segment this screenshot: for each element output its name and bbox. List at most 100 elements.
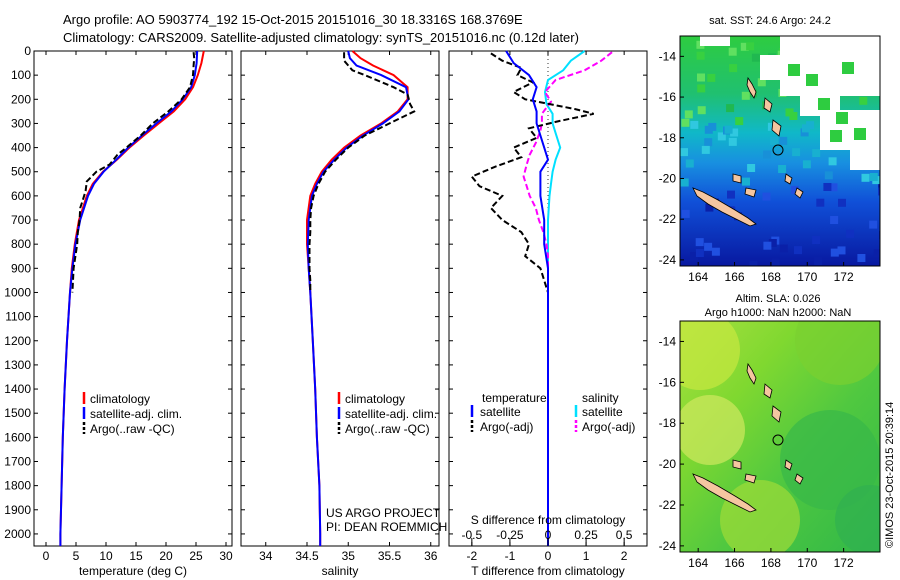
y-tick-label: 500	[11, 165, 31, 179]
sst-pixel	[746, 42, 755, 51]
sla-map-axes: 164 166 168 170 172 -14 -16 -18 -20 -22 -24	[659, 334, 854, 570]
sst-pixel	[763, 241, 772, 250]
sst-pixel	[846, 229, 855, 238]
sst-pixel	[767, 122, 776, 131]
sst-pixel	[762, 192, 771, 201]
map-x-tick-label: 170	[797, 270, 817, 284]
legend-label-temp-argo: Argo(-adj)	[480, 420, 533, 434]
top-x-tick-label: 0.25	[574, 528, 598, 542]
salinity-plot: 34 34.5 35 35.5 36	[241, 50, 439, 563]
sst-pixel	[802, 160, 811, 169]
sst-pixel	[697, 84, 706, 93]
map-x-tick-label: 168	[761, 270, 781, 284]
sst-pixel	[680, 148, 688, 157]
sst-pixel	[869, 220, 878, 229]
sst-pixel	[869, 173, 878, 181]
sst-pixel	[842, 62, 854, 74]
sst-pixel	[681, 209, 690, 218]
y-tick-label: 100	[11, 68, 31, 82]
sst-pixel	[838, 198, 846, 207]
x-tick-label: 0	[43, 549, 50, 563]
legend-label-sal-satellite: satellite	[582, 405, 623, 419]
map-x-tick-label: 166	[725, 556, 745, 570]
new-caledonia-land	[692, 473, 757, 513]
map-y-tick-label: -16	[659, 375, 677, 389]
sst-pixel	[711, 247, 720, 256]
sst-pixel	[747, 164, 756, 172]
x-tick-label: 36	[424, 549, 438, 563]
vanuatu-island	[784, 459, 793, 471]
sst-pixel	[818, 98, 830, 110]
sst-pixel	[806, 74, 818, 86]
sst-pixel	[857, 254, 866, 262]
sla-anomaly	[720, 480, 800, 552]
sst-pixel	[704, 242, 713, 251]
y-tick-label: 1700	[4, 454, 31, 468]
y-tick-label: 1000	[4, 285, 31, 299]
y-tick-label: 1800	[4, 479, 31, 493]
y-tick-label: 1900	[4, 503, 31, 517]
sst-pixel	[878, 187, 880, 196]
difference-top-ticks: -0.5 -0.25 0 0.25 0.5	[462, 528, 633, 546]
sst-pixel	[878, 182, 880, 191]
series-argo-temperature	[470, 52, 594, 293]
y-tick-label: 600	[11, 189, 31, 203]
sst-map	[680, 36, 880, 266]
cloud-gap	[700, 36, 730, 46]
vanuatu-island	[794, 187, 804, 199]
x-tick-label: 0	[545, 549, 552, 563]
x-tick-label: 10	[99, 549, 113, 563]
sst-pixel	[768, 239, 777, 247]
x-tick-label: 30	[219, 549, 233, 563]
imos-credit: ©IMOS 23-Oct-2015 20:39:14	[884, 402, 896, 548]
sst-pixel	[785, 108, 794, 117]
difference-plot: -2 -1 0 1 2	[449, 50, 647, 563]
sst-pixel	[695, 249, 704, 257]
sst-pixel	[792, 148, 801, 157]
map-y-tick-label: -22	[659, 212, 677, 226]
sst-pixel	[708, 122, 717, 131]
sst-pixel	[779, 136, 788, 145]
sst-pixel	[873, 249, 880, 258]
map-x-tick-label: 166	[725, 270, 745, 284]
sst-pixel	[735, 117, 744, 126]
vanuatu-island	[763, 383, 773, 399]
y-tick-label: 1600	[4, 430, 31, 444]
sst-pixel	[695, 238, 704, 247]
sst-pixel	[685, 159, 694, 168]
sst-pixel	[802, 124, 810, 133]
sst-pixel	[816, 198, 825, 207]
series-satellite-adj	[306, 50, 410, 546]
salinity-axis-label: salinity	[322, 564, 359, 578]
sst-pixel	[779, 244, 788, 253]
sst-pixel	[778, 165, 787, 173]
legend-label-climatology: climatology	[345, 392, 405, 406]
sst-pixel	[724, 125, 733, 134]
difference-axis-label: T difference from climatology	[471, 564, 625, 578]
sst-pixel	[751, 53, 760, 62]
y-tick-label: 700	[11, 213, 31, 227]
sst-pixel	[728, 47, 737, 56]
salinity-panel-frame	[240, 50, 440, 547]
top-x-tick-label: -0.5	[462, 528, 483, 542]
sst-pixel	[730, 128, 739, 137]
difference-legend: temperature salinity satellite Argo(-adj…	[470, 391, 635, 434]
temperature-axis-label: temperature (deg C)	[79, 564, 187, 578]
y-tick-label: 800	[11, 237, 31, 251]
temperature-plot: 0100200300400500600700800900100011001200…	[4, 44, 233, 563]
sst-map-title: sat. SST: 24.6 Argo: 24.2	[709, 15, 831, 27]
temperature-panel-frame	[33, 50, 233, 547]
y-tick-label: 2000	[4, 527, 31, 541]
salinity-legend: climatology satellite-adj. clim. Argo(..…	[337, 392, 437, 436]
sst-pixel	[830, 216, 839, 224]
sst-pixel	[726, 104, 735, 113]
y-tick-label: 900	[11, 261, 31, 275]
vanuatu-island	[771, 405, 782, 423]
top-x-tick-label: 0.5	[616, 528, 633, 542]
x-tick-label: 20	[159, 549, 173, 563]
sla-map-title: Altim. SLA: 0.026	[736, 293, 821, 305]
difference-top-axis-label: S difference from climatology	[471, 513, 626, 527]
map-y-tick-label: -14	[659, 49, 677, 63]
vanuatu-island	[746, 76, 757, 99]
